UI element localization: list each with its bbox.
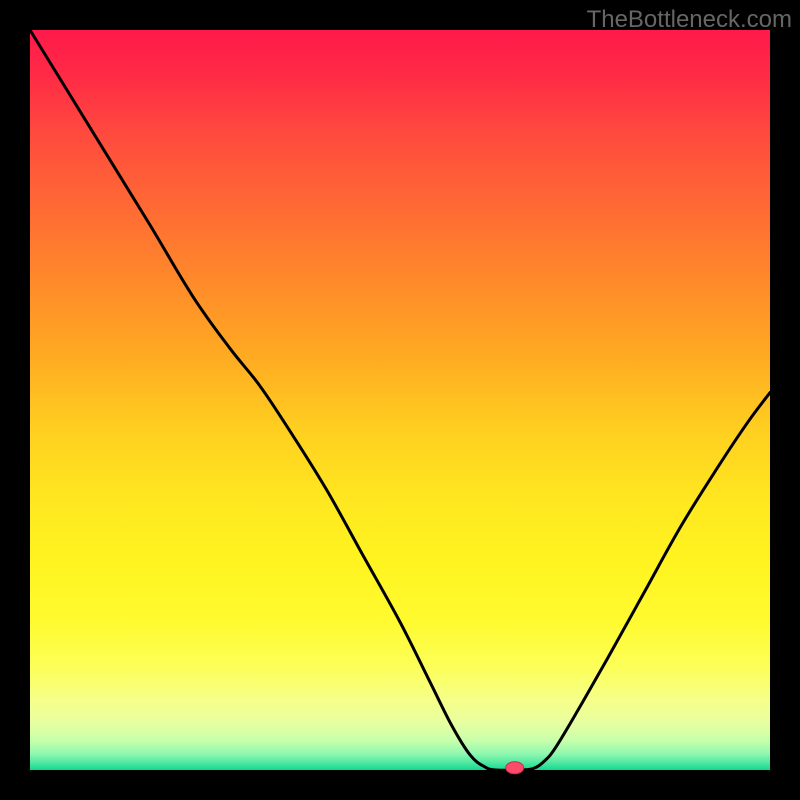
plot-background [30,30,770,770]
chart-root: TheBottleneck.com [0,0,800,800]
chart-svg [0,0,800,800]
optimal-point-marker [506,762,524,774]
